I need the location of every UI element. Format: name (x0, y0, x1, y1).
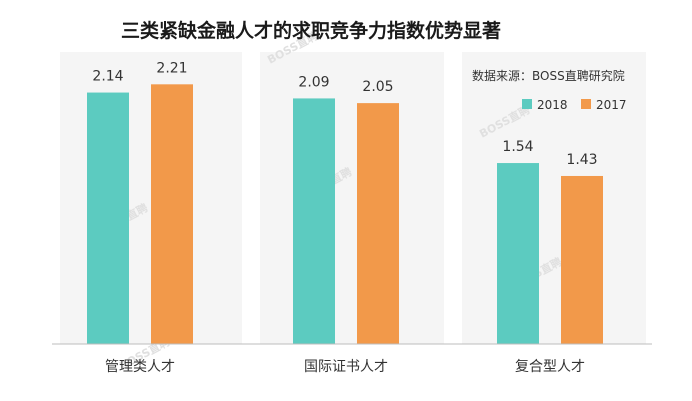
x-tick-label: 复合型人才 (515, 358, 585, 375)
data-label-2018-3: 1.54 (502, 139, 533, 155)
x-tick-label: 国际证书人才 (304, 359, 388, 375)
data-label-2018-2: 2.09 (298, 74, 329, 90)
x-axis-ticks: 管理类人才 国际证书人才 复合型人才 (105, 358, 585, 375)
legend-swatch-2018 (522, 99, 532, 109)
data-label-2018-1: 2.14 (92, 69, 123, 85)
data-label-2017-1: 2.21 (156, 60, 187, 76)
bars (87, 84, 603, 344)
chart-title: 三类紧缺金融人才的求职竞争力指数优势显著 (121, 19, 501, 42)
legend-label-2018: 2018 (537, 98, 568, 112)
data-label-2017-3: 1.43 (566, 152, 597, 168)
bar-2018-1 (87, 92, 129, 344)
category-panel (260, 52, 444, 344)
category-panel (462, 52, 646, 344)
bar-2018-3 (497, 163, 539, 344)
legend-swatch-2017 (581, 99, 591, 109)
data-label-2017-2: 2.05 (362, 79, 393, 95)
data-labels: 2.14 2.21 2.09 2.05 1.54 1.43 (92, 60, 597, 168)
bar-2017-1 (151, 84, 193, 344)
bar-2017-3 (561, 175, 603, 344)
x-tick-label: 管理类人才 (105, 359, 175, 375)
legend: 2018 2017 (522, 98, 627, 112)
bar-2017-2 (357, 103, 399, 344)
bar-2018-2 (293, 98, 335, 344)
data-source: 数据来源：BOSS直聘研究院 (472, 68, 625, 83)
legend-label-2017: 2017 (596, 98, 627, 112)
